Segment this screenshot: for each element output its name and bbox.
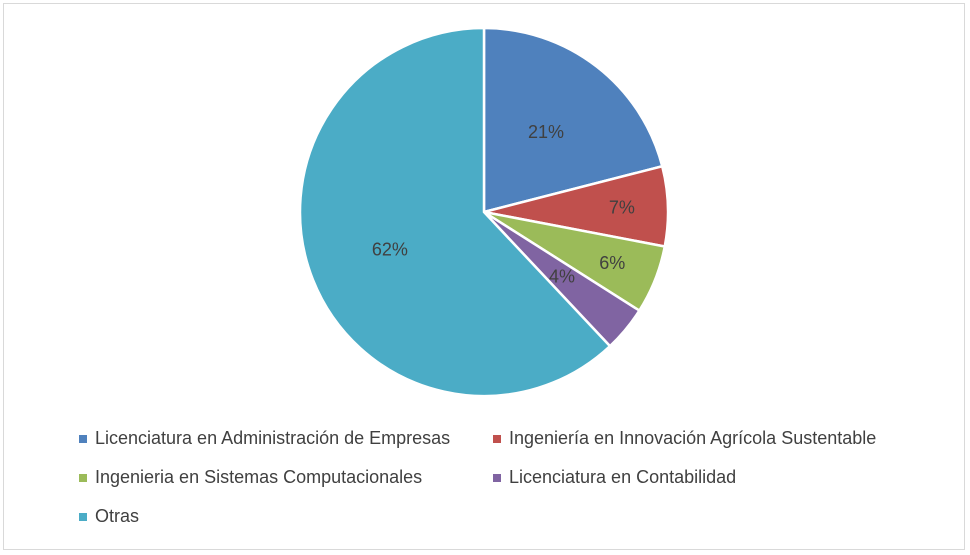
legend-label: Licenciatura en Administración de Empres… <box>95 428 451 448</box>
legend-swatch <box>79 434 87 443</box>
pie-slice-administracion <box>482 26 664 214</box>
legend-swatch <box>79 512 87 521</box>
legend-swatch <box>493 434 501 443</box>
data-label-administracion: 21% <box>528 122 564 142</box>
pie-slice-otras <box>298 26 612 398</box>
legend-item-innovacion-agricola: Ingeniería en Innovación Agrícola Susten… <box>493 428 876 449</box>
pie-slices <box>298 26 670 398</box>
legend-item-administracion: Licenciatura en Administración de Empres… <box>79 428 450 449</box>
pie-data-labels: 21% 7% 6% 4% 62% <box>372 122 635 286</box>
legend-label: Licenciatura en Contabilidad <box>509 467 737 487</box>
data-label-sistemas-computacionales: 6% <box>599 253 625 273</box>
data-label-innovacion-agricola: 7% <box>609 198 635 218</box>
legend-label: Ingenieria en Sistemas Computacionales <box>95 467 423 487</box>
legend-swatch <box>79 473 87 482</box>
legend-label: Ingeniería en Innovación Agrícola Susten… <box>509 428 877 448</box>
legend-item-otras: Otras <box>79 506 139 527</box>
legend-label: Otras <box>95 506 140 526</box>
legend-item-contabilidad: Licenciatura en Contabilidad <box>493 467 736 488</box>
data-label-otras: 62% <box>372 239 408 259</box>
data-label-contabilidad: 4% <box>549 267 575 287</box>
legend-swatch <box>493 473 501 482</box>
legend-item-sistemas-computacionales: Ingenieria en Sistemas Computacionales <box>79 467 422 488</box>
